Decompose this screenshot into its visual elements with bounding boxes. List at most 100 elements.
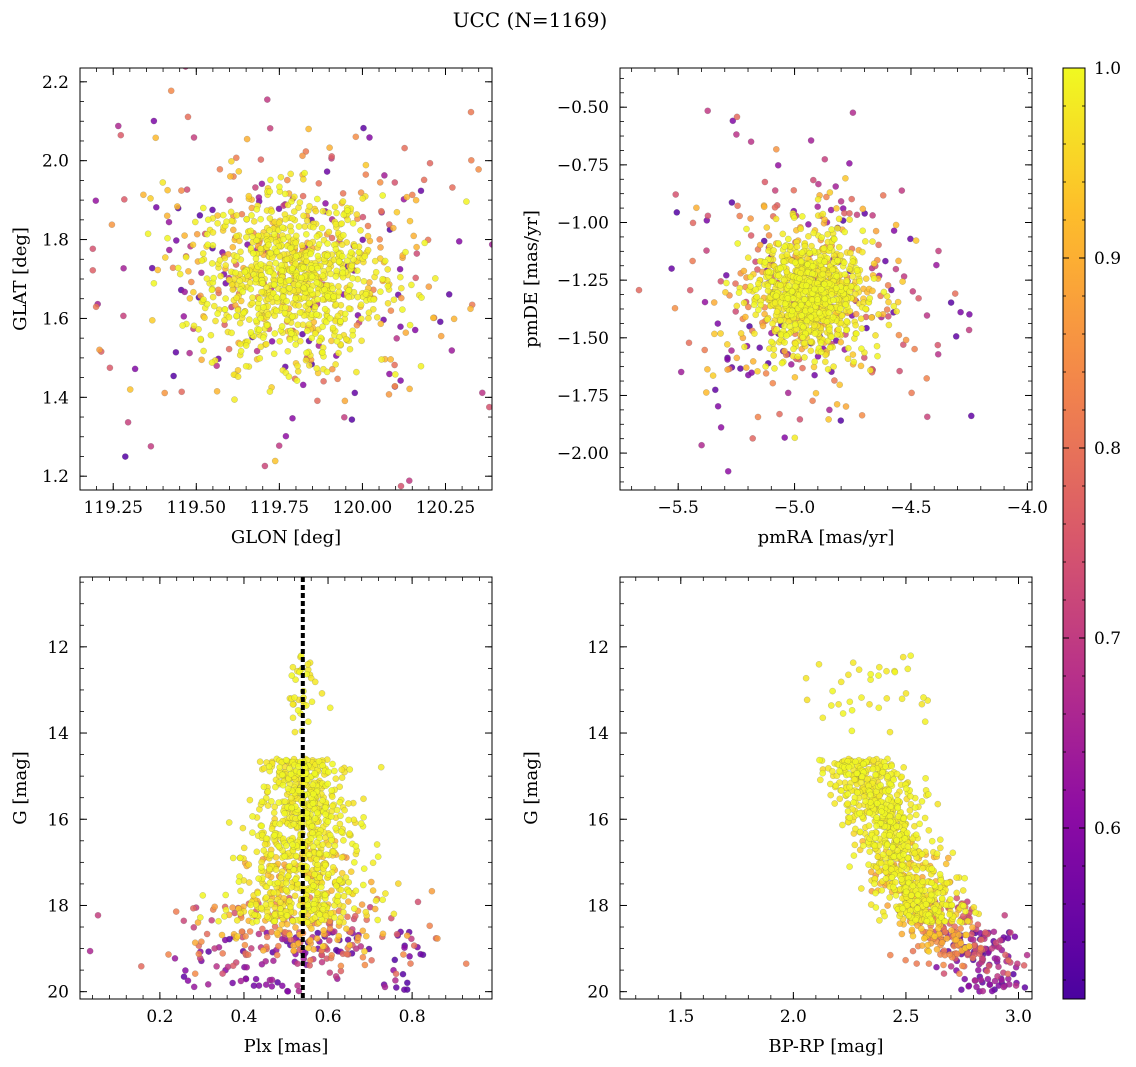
data-point — [390, 224, 397, 232]
data-point — [150, 280, 158, 287]
data-point — [807, 306, 815, 314]
data-point — [785, 282, 793, 289]
data-point — [820, 245, 828, 252]
y-tick-label: −0.75 — [557, 156, 609, 176]
data-point — [448, 347, 456, 354]
data-point — [762, 370, 770, 377]
data-point — [770, 19, 776, 25]
data-point — [887, 818, 894, 825]
data-point — [907, 792, 914, 800]
data-point — [923, 312, 931, 319]
data-point — [773, 308, 781, 316]
data-point — [359, 927, 367, 935]
data-point — [833, 272, 841, 280]
data-point — [773, 326, 780, 333]
data-point — [178, 187, 185, 194]
data-point — [421, 239, 428, 247]
data-point — [406, 477, 413, 484]
data-point — [266, 125, 274, 132]
figure-title: UCC (N=1169) — [452, 8, 608, 32]
data-point — [760, 237, 768, 245]
data-point — [309, 829, 316, 837]
data-point — [376, 179, 384, 186]
data-point — [826, 326, 833, 334]
data-point — [940, 961, 947, 969]
data-point — [289, 917, 296, 924]
data-point — [352, 887, 360, 895]
data-point — [328, 153, 335, 160]
data-point — [292, 260, 299, 268]
data-point — [924, 413, 931, 421]
data-point — [184, 113, 192, 121]
data-point — [781, 322, 788, 330]
data-point — [260, 847, 268, 854]
data-point — [849, 109, 857, 116]
data-point — [815, 661, 823, 668]
data-point — [324, 780, 332, 788]
data-point — [314, 861, 321, 868]
data-point — [271, 230, 278, 238]
data-point — [494, 171, 500, 177]
data-point — [971, 977, 979, 984]
data-point — [180, 917, 188, 925]
data-point — [957, 925, 964, 932]
data-point — [229, 979, 236, 987]
data-point — [267, 249, 274, 257]
data-point — [346, 830, 353, 837]
data-point — [809, 270, 816, 278]
data-point — [310, 905, 318, 913]
y-axis-label: pmDE [mas/yr] — [521, 210, 542, 348]
y-tick-label: 18 — [587, 896, 609, 916]
data-point — [284, 785, 292, 793]
data-point — [346, 941, 353, 949]
data-point — [898, 861, 906, 869]
data-point — [414, 898, 422, 906]
data-point — [754, 413, 762, 421]
data-point — [365, 314, 372, 322]
data-point — [277, 277, 284, 284]
data-point — [329, 793, 336, 800]
data-point — [172, 349, 180, 356]
data-point — [234, 373, 242, 380]
data-point — [724, 366, 731, 373]
data-point — [278, 261, 285, 269]
points-bprp-g — [802, 652, 1031, 995]
data-point — [310, 790, 317, 798]
data-point — [187, 520, 193, 526]
data-point — [332, 824, 339, 832]
data-point — [801, 354, 808, 361]
data-point — [846, 863, 853, 870]
data-point — [266, 388, 274, 395]
data-point — [829, 266, 836, 274]
data-point — [937, 876, 945, 884]
data-point — [183, 186, 191, 193]
data-point — [278, 921, 286, 928]
data-point — [858, 773, 866, 780]
data-point — [743, 364, 750, 371]
data-point — [319, 323, 326, 331]
data-point — [354, 934, 362, 941]
data-point — [768, 338, 775, 346]
data-point — [208, 286, 216, 294]
data-point — [777, 317, 784, 324]
data-point — [369, 887, 377, 894]
data-point — [783, 251, 791, 258]
data-point — [823, 318, 831, 325]
data-point — [182, 253, 190, 261]
data-point — [308, 273, 316, 281]
data-point — [956, 970, 963, 977]
data-point — [763, 224, 771, 231]
data-point — [1004, 970, 1012, 978]
data-point — [256, 295, 263, 302]
data-point — [919, 942, 926, 949]
axes-frame — [79, 576, 493, 1000]
data-point — [343, 335, 350, 343]
colorbar-tick-label: 0.7 — [1094, 629, 1121, 649]
y-tick-label: 2.2 — [42, 73, 69, 93]
data-point — [257, 904, 265, 912]
data-point — [802, 674, 810, 682]
data-point — [247, 285, 255, 293]
data-point — [140, 191, 147, 199]
data-point — [486, 403, 492, 411]
data-point — [811, 330, 819, 337]
